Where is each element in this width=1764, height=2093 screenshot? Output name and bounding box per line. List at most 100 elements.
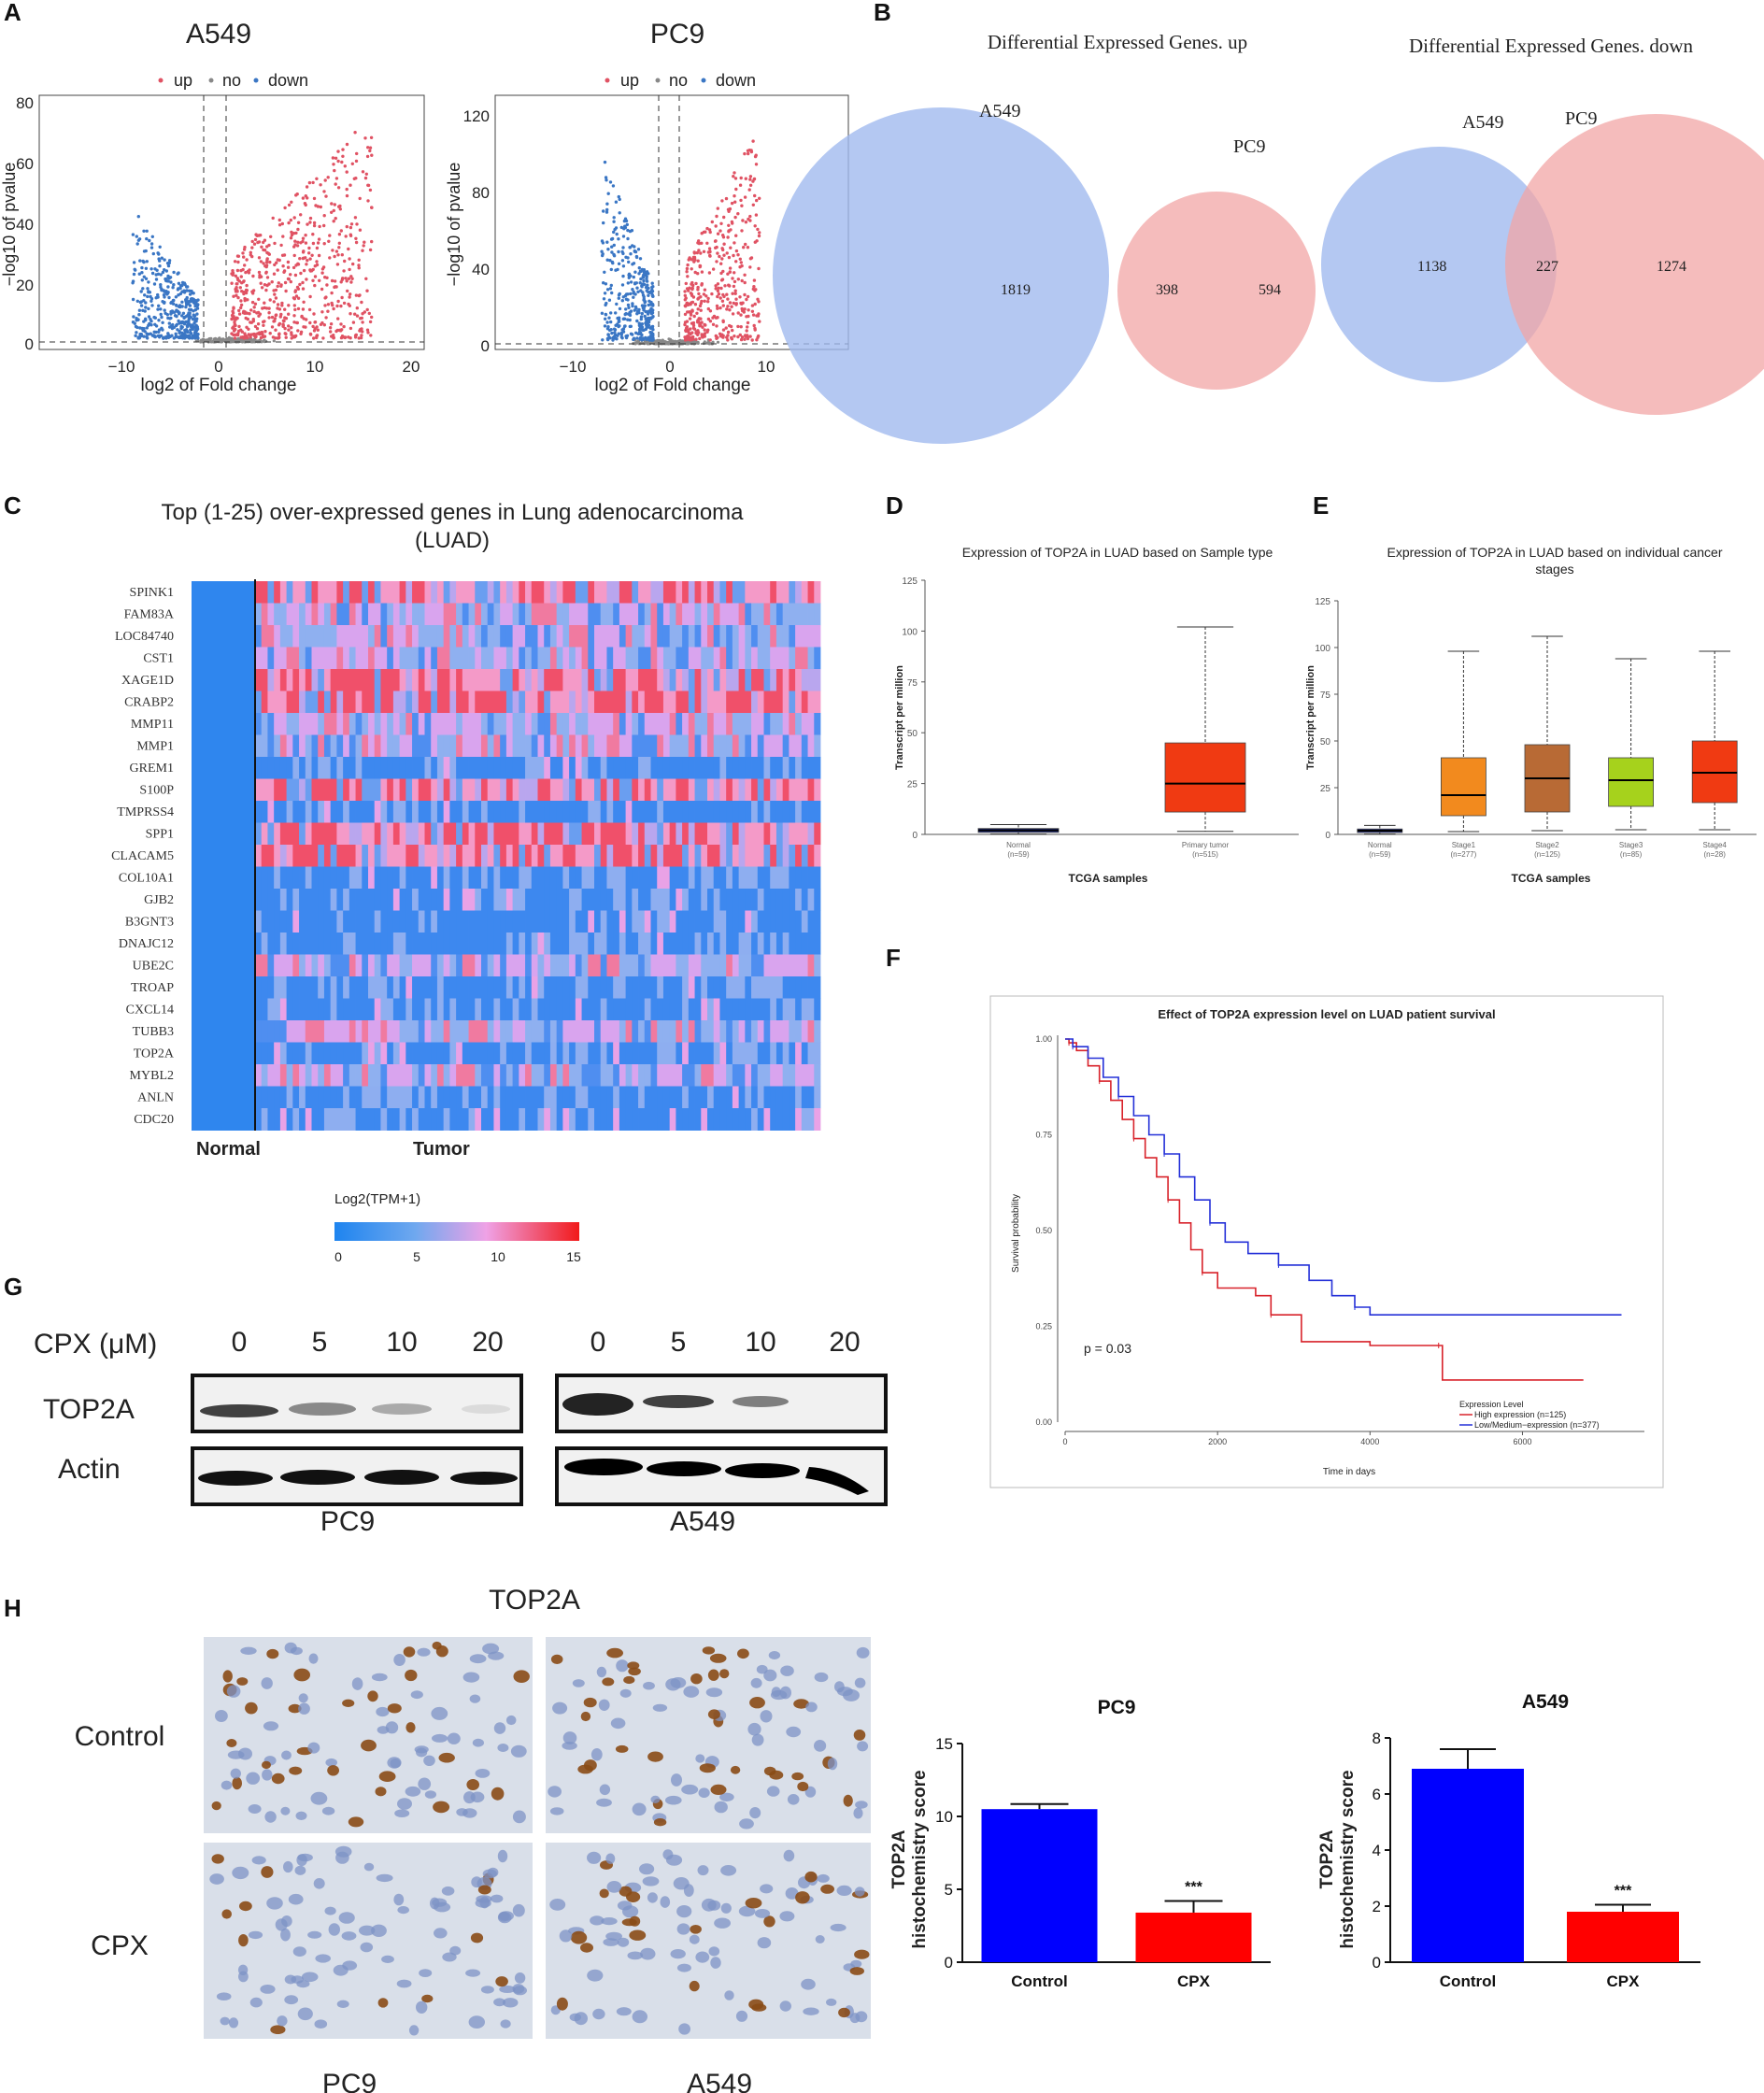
volcano-point [175,304,178,307]
volcano-point [367,311,371,316]
heatmap-cell [355,998,363,1021]
heatmap-cell [493,669,501,691]
heatmap-cell [600,581,607,604]
heatmap-cell [267,801,275,823]
heatmap-cell [770,1108,777,1131]
volcano-point [340,335,345,338]
heatmap-cell [405,669,413,691]
volcano-point [156,307,160,311]
heatmap-cell [311,713,319,735]
volcano-point [320,271,324,275]
heatmap-cell [732,910,740,933]
heatmap-cell [713,778,720,802]
volcano-point [648,303,652,306]
heatmap-cell [355,1020,363,1043]
volcano-point [289,273,292,277]
heatmap-cell [336,713,344,735]
heatmap-cell [436,1020,445,1043]
heatmap-cell [392,1064,401,1087]
volcano-point [264,260,269,264]
heatmap-cell [261,603,268,626]
heatmap-cell [311,910,319,933]
heatmap-cell [405,778,413,802]
heatmap-cell [726,625,733,648]
km-frame [989,995,1664,1488]
volcano-point [301,196,306,200]
heatmap-cell [707,734,715,758]
heatmap-cell [336,866,344,890]
heatmap-cell [274,625,281,648]
volcano-point [692,251,697,255]
heatmap-gene-label: B3GNT3 [125,916,174,930]
heatmap-cell [462,1086,469,1109]
heatmap-cell [274,998,281,1021]
heatmap-cell [481,933,489,955]
volcano-point [169,280,173,284]
heatmap-cell [449,647,457,670]
heatmap-cell [732,933,740,955]
heatmap-cell [500,647,507,670]
heatmap-cell [594,1020,602,1043]
heatmap-cell [556,1086,563,1109]
heatmap-cell [531,669,538,691]
venn-down-a549-label: A549 [1462,112,1503,133]
volcano-point [731,277,734,280]
heatmap-cell [368,1064,376,1087]
heatmap-cell [625,976,633,999]
heatmap-cell [343,647,350,670]
heatmap-cell [493,1086,501,1109]
heatmap-cell [456,889,463,911]
heatmap-cell [368,976,376,999]
heatmap-cell [399,713,406,735]
heatmap-cell [274,1086,281,1109]
heatmap-cell [770,954,777,977]
heatmap-cell [330,998,337,1021]
heatmap-cell [311,691,319,714]
wb-dose: 20 [829,1327,860,1358]
volcano-point [734,234,738,237]
heatmap-cell [763,889,771,911]
volcano-point [180,325,184,329]
heatmap-cell [763,691,771,714]
heatmap-cell [362,647,369,670]
volcano-point [719,286,723,291]
volcano-point [757,300,761,304]
heatmap-cell [594,581,602,604]
wb-cpx-label: CPX (μM) [34,1329,157,1360]
heatmap-cell [299,691,306,714]
volcano-point [705,241,709,245]
volcano-point [156,334,161,338]
volcano-point [627,260,631,264]
heatmap-cell [443,801,450,823]
heatmap-cell [343,822,350,846]
volcano-point [243,263,247,267]
heatmap-cell [387,910,394,933]
volcano-point [146,287,149,291]
heatmap-cell [544,845,551,867]
heatmap-cell [638,778,646,802]
heatmap-cell [531,1042,538,1065]
heatmap-cell [487,1064,494,1087]
heatmap-cell [456,954,463,977]
heatmap-cell [719,866,727,890]
volcano-point [739,261,743,264]
heatmap-cell [757,778,764,802]
volcano-point [172,270,176,275]
heatmap-cell [343,998,350,1021]
volcano-point [602,297,606,301]
heatmap-cell [279,801,288,823]
heatmap-cell [279,625,288,648]
heatmap-cell [292,603,300,626]
heatmap-cell [493,1108,501,1131]
volcano-point [174,332,178,335]
heatmap-cell [418,778,425,802]
heatmap-cell [719,1108,727,1131]
volcano-point [686,342,690,346]
heatmap-cell [456,1086,463,1109]
box-category-label: Stage2 [1535,841,1559,849]
volcano-point [164,269,168,273]
heatmap-cell [556,713,563,735]
heatmap-cell [336,691,344,714]
ihc-nucleus [394,1809,410,1817]
heatmap-cell [775,1086,784,1109]
